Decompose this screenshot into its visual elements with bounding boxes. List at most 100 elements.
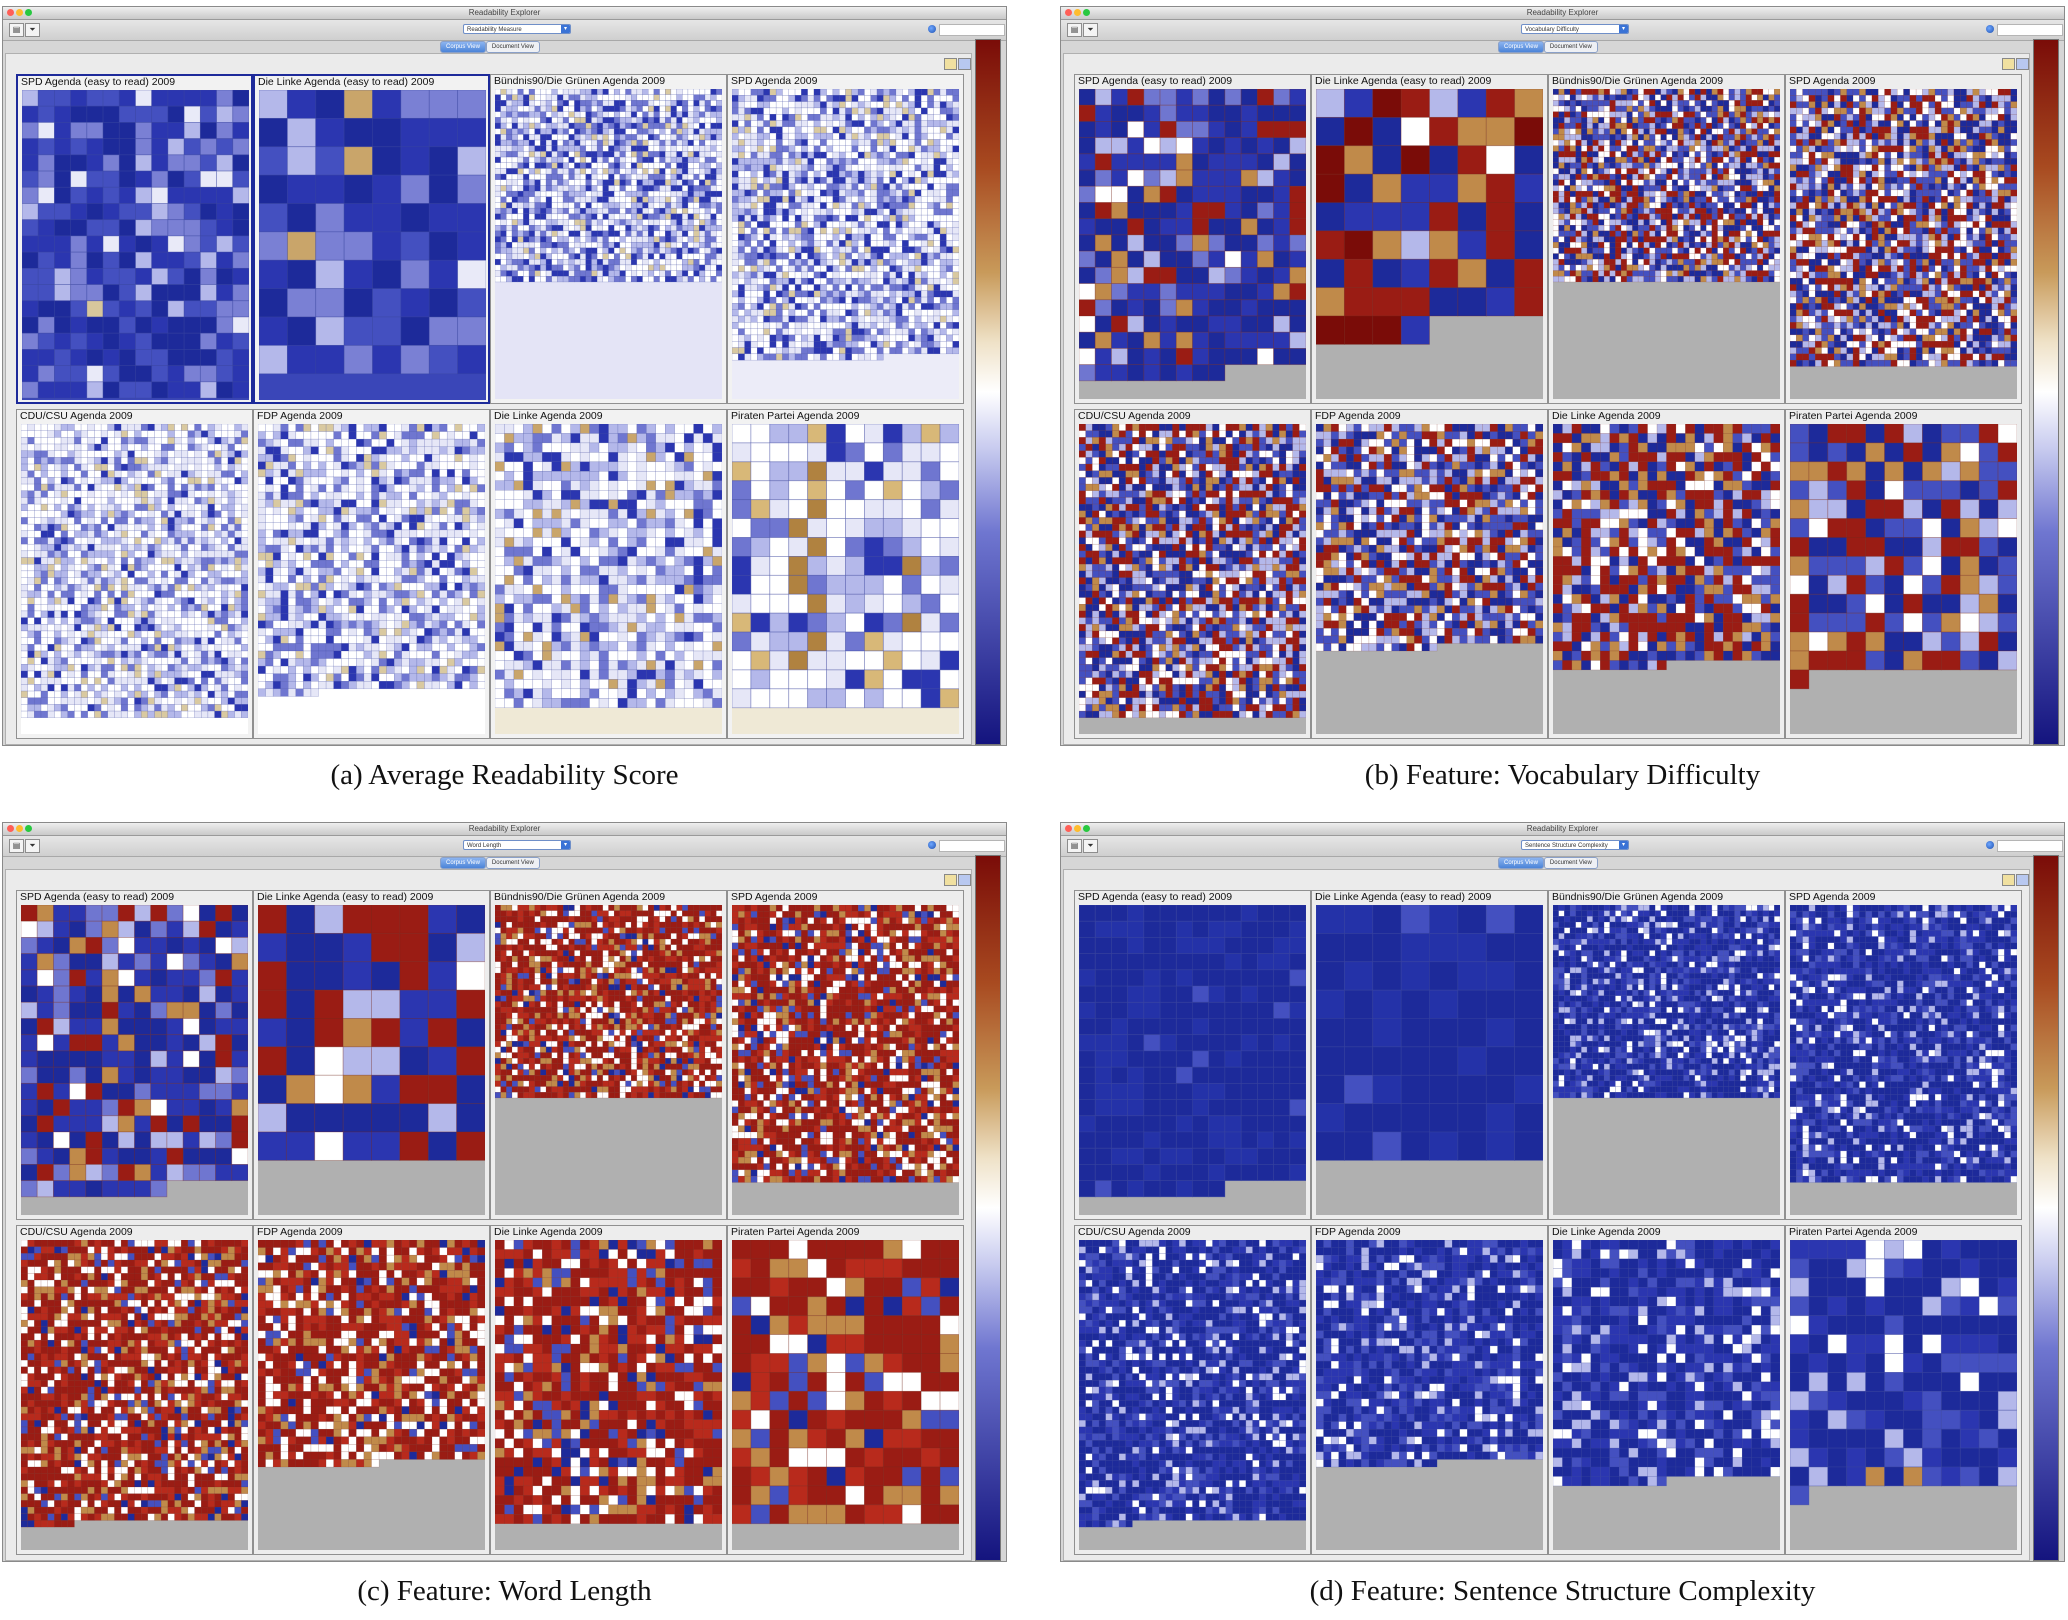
sentence-cell [60, 650, 68, 658]
tab-document-view[interactable]: Document View [485, 41, 540, 53]
sentence-cell [94, 617, 102, 625]
sentence-cell [704, 117, 711, 124]
sentence-cell [889, 114, 897, 121]
sentence-cell [80, 523, 88, 532]
sentence-cell [54, 710, 62, 718]
zoom-window-button[interactable] [25, 9, 32, 16]
sentence-cell [22, 90, 39, 107]
sentence-cell [400, 203, 430, 233]
sentence-cell [838, 259, 846, 266]
sentence-cell [194, 457, 202, 465]
document-tile[interactable]: SPD Agenda 2009 [727, 74, 964, 404]
sentence-cell [750, 284, 758, 291]
sentence-cell [194, 530, 202, 538]
sentence-cell [648, 242, 655, 249]
sentence-cell [147, 637, 155, 645]
sentence-cell [889, 221, 897, 228]
sentence-cell [506, 94, 513, 101]
sentence-cell [851, 170, 859, 178]
zoom-field[interactable] [939, 24, 1005, 36]
sentence-cell [602, 202, 609, 209]
document-tile[interactable]: Bündnis90/Die Grünen Agenda 2009 [490, 74, 727, 404]
document-tile[interactable]: SPD Agenda (easy to read) 2009 [16, 74, 253, 404]
sentence-cell [636, 224, 643, 232]
sentence-cell [665, 111, 672, 118]
sentence-cell [511, 276, 518, 283]
sentence-cell [807, 259, 815, 266]
sentence-cell [107, 597, 115, 605]
tab-corpus-view[interactable]: Corpus View [440, 41, 486, 53]
sentence-cell [540, 230, 547, 237]
save-icon[interactable]: ▤ [9, 23, 24, 37]
document-tile[interactable]: Die Linke Agenda (easy to read) 2009 [253, 74, 490, 404]
sentence-cell [27, 497, 35, 505]
sentence-cell [506, 224, 513, 232]
settings-icon[interactable] [944, 58, 957, 70]
sentence-cell [857, 145, 865, 153]
sentence-cell [21, 497, 28, 505]
sentence-cell [21, 557, 28, 565]
sentence-cell [769, 132, 777, 140]
close-window-button[interactable] [7, 9, 14, 16]
sentence-cell [939, 246, 947, 254]
sentence-cell [140, 617, 149, 625]
sentence-cell [908, 309, 916, 317]
sentence-cell [763, 145, 771, 153]
sentence-cell [794, 259, 802, 266]
sentence-cell [732, 259, 739, 266]
sentence-cell [523, 100, 530, 107]
sentence-cell [310, 469, 319, 478]
sentence-cell [682, 270, 689, 277]
sentence-cell [174, 450, 182, 458]
sentence-cell [763, 227, 771, 235]
document-title: CDU/CSU Agenda 2009 [20, 410, 133, 422]
sentence-cell [70, 316, 88, 334]
sentence-cell [506, 236, 513, 243]
document-tile[interactable]: FDP Agenda 2009 [253, 409, 490, 739]
sentence-cell [167, 537, 175, 545]
sentence-cell [585, 139, 592, 146]
sentence-cell [782, 95, 789, 102]
sentence-cell [94, 684, 102, 692]
filter-icon[interactable]: ⏷ [25, 23, 40, 37]
minimize-window-button[interactable] [16, 9, 23, 16]
sentence-cell [40, 664, 48, 672]
sentence-cell [37, 349, 55, 367]
sentence-cell [864, 328, 871, 336]
sentence-cell [630, 162, 638, 169]
sentence-cell [927, 290, 934, 298]
sentence-cell [341, 446, 350, 455]
sentence-cell [495, 247, 501, 254]
sentence-cell [625, 156, 632, 163]
sentence-cell [857, 151, 865, 159]
sentence-cell [579, 139, 586, 146]
sentence-cell [545, 128, 552, 135]
sentence-cell [181, 630, 189, 638]
sentence-cell [241, 644, 248, 652]
sentence-cell [682, 259, 689, 266]
sentence-cell [670, 202, 677, 209]
sentence-cell [272, 424, 281, 432]
sentence-cell [750, 208, 758, 216]
sentence-cell [135, 90, 153, 107]
sentence-cell [704, 151, 711, 158]
document-tile[interactable]: CDU/CSU Agenda 2009 [16, 409, 253, 739]
sentence-cell [54, 650, 62, 658]
sentence-cell [194, 424, 202, 431]
sentence-cell [201, 570, 209, 578]
sentence-cell [528, 242, 535, 249]
sentence-cell [22, 105, 39, 123]
sentence-cell [114, 604, 122, 612]
sentence-cell [74, 550, 82, 558]
sentence-cell [34, 670, 42, 678]
sentence-cell [952, 183, 959, 191]
sentence-cell [401, 454, 410, 463]
sentence-cell [602, 242, 609, 249]
sentence-cell [665, 264, 672, 271]
sentence-cell [914, 347, 922, 355]
sentence-cell [134, 470, 142, 478]
zoom-icon[interactable] [928, 25, 936, 33]
feature-select[interactable]: Readability Measure ▾ [463, 24, 571, 34]
sentence-cell [60, 530, 68, 538]
palette-icon[interactable] [958, 58, 971, 70]
